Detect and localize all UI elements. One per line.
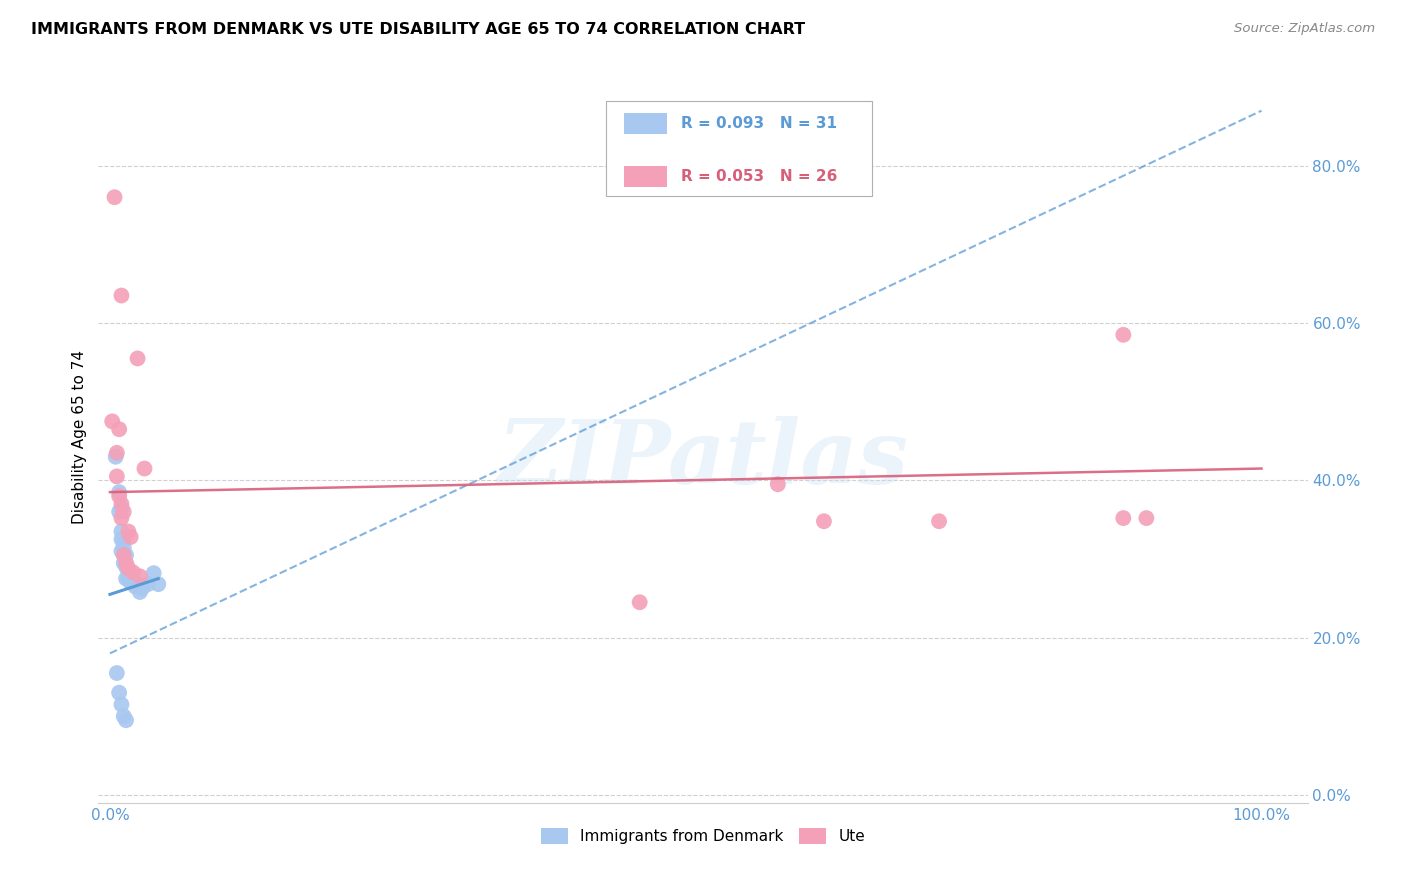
Point xyxy=(128,585,150,599)
Point xyxy=(127,577,149,591)
Point xyxy=(108,489,131,503)
Point xyxy=(115,572,138,586)
Point xyxy=(134,461,156,475)
Point xyxy=(101,414,124,428)
Point xyxy=(104,450,127,464)
Point xyxy=(110,500,132,515)
Point xyxy=(1135,511,1157,525)
Point xyxy=(120,530,142,544)
Point xyxy=(105,469,128,483)
FancyBboxPatch shape xyxy=(624,113,666,134)
Point xyxy=(105,666,128,681)
Point xyxy=(110,524,132,539)
Point xyxy=(110,497,132,511)
Point xyxy=(105,446,128,460)
Point xyxy=(110,544,132,558)
Point xyxy=(131,581,153,595)
Point xyxy=(120,575,142,590)
Point xyxy=(112,505,135,519)
Point xyxy=(108,505,131,519)
FancyBboxPatch shape xyxy=(624,167,666,187)
Point xyxy=(110,533,132,547)
Point xyxy=(112,548,135,562)
Point xyxy=(117,564,139,578)
Point xyxy=(127,351,149,366)
Point xyxy=(112,556,135,570)
Point xyxy=(112,540,135,554)
Text: R = 0.053   N = 26: R = 0.053 N = 26 xyxy=(682,169,838,184)
Point xyxy=(115,548,138,562)
Point xyxy=(112,533,135,547)
Point xyxy=(117,524,139,539)
Point xyxy=(115,559,138,574)
Point xyxy=(110,511,132,525)
Point xyxy=(1112,511,1135,525)
Point xyxy=(112,548,135,562)
Point xyxy=(136,577,159,591)
Text: ZIPatlas: ZIPatlas xyxy=(498,416,908,502)
Text: IMMIGRANTS FROM DENMARK VS UTE DISABILITY AGE 65 TO 74 CORRELATION CHART: IMMIGRANTS FROM DENMARK VS UTE DISABILIT… xyxy=(31,22,806,37)
Point xyxy=(124,580,146,594)
Point xyxy=(628,595,651,609)
Point xyxy=(128,569,150,583)
Text: Source: ZipAtlas.com: Source: ZipAtlas.com xyxy=(1234,22,1375,36)
Point xyxy=(108,422,131,436)
Point xyxy=(1112,327,1135,342)
Point xyxy=(115,556,138,570)
Point xyxy=(117,572,139,586)
Point xyxy=(813,514,835,528)
Point xyxy=(108,485,131,500)
Point xyxy=(928,514,950,528)
Point xyxy=(108,686,131,700)
Point xyxy=(122,575,145,590)
Point xyxy=(110,698,132,712)
Point xyxy=(766,477,789,491)
Point xyxy=(115,713,138,727)
Point xyxy=(122,566,145,580)
Point xyxy=(120,572,142,586)
FancyBboxPatch shape xyxy=(606,101,872,195)
Text: R = 0.093   N = 31: R = 0.093 N = 31 xyxy=(682,116,837,131)
Legend: Immigrants from Denmark, Ute: Immigrants from Denmark, Ute xyxy=(534,822,872,850)
Point xyxy=(110,288,132,302)
Point xyxy=(103,190,125,204)
Point xyxy=(117,561,139,575)
Point xyxy=(148,577,170,591)
Point xyxy=(112,709,135,723)
Y-axis label: Disability Age 65 to 74: Disability Age 65 to 74 xyxy=(72,350,87,524)
Point xyxy=(142,566,165,581)
